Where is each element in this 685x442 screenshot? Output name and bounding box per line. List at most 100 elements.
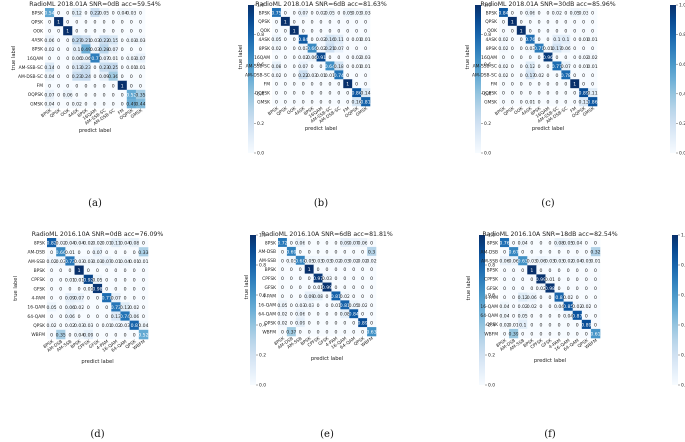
heatmap-cell bbox=[278, 255, 288, 266]
cell-value-label: 0 bbox=[549, 304, 552, 310]
heatmap-cell bbox=[325, 52, 335, 62]
cell-value-label: 0 bbox=[520, 46, 523, 52]
cell-value-label: 0 bbox=[284, 55, 287, 61]
cell-value-label: 0 bbox=[94, 29, 97, 35]
heatmap-cell bbox=[54, 44, 64, 54]
cell-value-label: 0 bbox=[87, 296, 90, 302]
heatmap-cell bbox=[543, 52, 553, 62]
cell-value-label: 0.28 bbox=[99, 47, 109, 53]
cell-value-label: 0 bbox=[114, 250, 117, 256]
heatmap-cell bbox=[331, 300, 341, 310]
cell-value-label: 0.3 bbox=[368, 249, 375, 255]
heatmap-cell bbox=[65, 238, 75, 248]
colorbar-tick-label: 1.0 bbox=[484, 3, 491, 9]
cell-value-label: 0 bbox=[284, 37, 287, 43]
colorbar-tick-label: 0.4 bbox=[257, 91, 264, 97]
x-tick-label: QPSK bbox=[275, 106, 288, 118]
cell-value-label: 0 bbox=[361, 330, 364, 336]
cell-value-label: 0.81 bbox=[331, 294, 341, 300]
heatmap-cell bbox=[102, 311, 112, 321]
heatmap-cell bbox=[129, 293, 140, 303]
cell-value-label: 0 bbox=[361, 285, 364, 291]
heatmap-cell bbox=[516, 16, 527, 27]
cell-value-label: 0.02 bbox=[587, 55, 597, 61]
cell-value-label: 0 bbox=[594, 295, 597, 301]
heatmap-cell bbox=[527, 274, 537, 284]
heatmap-cell bbox=[322, 291, 332, 301]
heatmap-cell bbox=[331, 309, 341, 319]
cell-value-label: 0 bbox=[94, 65, 97, 71]
x-tick-label: GFSK bbox=[88, 339, 101, 351]
heatmap-cell bbox=[65, 283, 75, 294]
y-tick-label: AM-DSB bbox=[27, 250, 45, 256]
heatmap-cell bbox=[554, 328, 564, 339]
cell-value-label: 0.12 bbox=[518, 295, 528, 301]
heatmap-cell bbox=[527, 265, 537, 275]
heatmap-cell bbox=[579, 34, 589, 44]
heatmap-cell bbox=[343, 34, 353, 44]
colorbar-tick-label: 0.8 bbox=[257, 32, 264, 38]
heatmap-cell bbox=[92, 320, 103, 331]
heatmap-cell bbox=[343, 16, 353, 27]
cell-value-label: 0.03 bbox=[579, 10, 589, 16]
cell-value-label: 0 bbox=[585, 250, 588, 256]
cell-value-label: 0.02 bbox=[358, 303, 368, 309]
heatmap-cell bbox=[65, 247, 75, 257]
y-tick-label: FM bbox=[37, 83, 44, 89]
heatmap-cell bbox=[499, 8, 509, 18]
heatmap-cell bbox=[99, 53, 109, 63]
heatmap-cell bbox=[316, 79, 326, 89]
heatmap-cell bbox=[83, 311, 94, 321]
colorbar-tick-label: 0.2 bbox=[257, 121, 264, 127]
heatmap-cell bbox=[99, 89, 109, 100]
cell-value-label: 0 bbox=[320, 100, 323, 106]
heatmap-cell bbox=[81, 89, 91, 100]
heatmap-cell bbox=[126, 44, 137, 54]
heatmap-cell bbox=[81, 80, 91, 91]
heatmap-cell bbox=[534, 61, 544, 71]
cell-value-label: 0 bbox=[355, 46, 358, 52]
heatmap-cell bbox=[298, 25, 308, 36]
cell-value-label: 0 bbox=[75, 92, 78, 98]
cell-value-label: 0.02 bbox=[534, 73, 544, 79]
heatmap-cell bbox=[272, 43, 282, 53]
heatmap-cell bbox=[588, 70, 598, 80]
heatmap-cell bbox=[129, 320, 140, 331]
cell-value-label: 0 bbox=[352, 330, 355, 336]
heatmap-cell bbox=[543, 8, 553, 18]
heatmap-cell bbox=[307, 70, 317, 80]
panel-label: (f) bbox=[544, 429, 556, 440]
cell-value-label: 0 bbox=[364, 73, 367, 79]
heatmap-cell bbox=[316, 88, 326, 98]
heatmap-cell bbox=[349, 309, 359, 319]
heatmap-cell bbox=[343, 61, 353, 71]
cell-value-label: 0 bbox=[529, 55, 532, 61]
heatmap-cell bbox=[499, 25, 509, 36]
heatmap-cell bbox=[561, 61, 571, 71]
cell-value-label: 1 bbox=[530, 268, 533, 274]
heatmap-cell bbox=[138, 238, 149, 248]
cell-value-label: 0 bbox=[57, 11, 60, 17]
heatmap-cell bbox=[536, 283, 546, 293]
heatmap-cell bbox=[289, 97, 300, 107]
cell-value-label: 0 bbox=[512, 277, 515, 283]
heatmap-cell bbox=[334, 79, 344, 89]
colorbar-tick-label: 0.4 bbox=[484, 91, 491, 97]
heatmap-cell bbox=[588, 97, 598, 107]
cell-value-label: 0 bbox=[114, 287, 117, 293]
heatmap-cell bbox=[561, 88, 571, 98]
heatmap-cell bbox=[90, 89, 100, 100]
heatmap-cell bbox=[120, 265, 130, 276]
colorbar-tick-label: 0.8 bbox=[259, 263, 266, 269]
cell-value-label: 0.02 bbox=[366, 258, 376, 264]
heatmap-cell bbox=[588, 79, 598, 89]
heatmap-cell bbox=[543, 25, 553, 36]
heatmap-cell bbox=[534, 16, 544, 27]
heatmap-cell bbox=[534, 34, 544, 44]
cell-value-label: 0 bbox=[293, 37, 296, 43]
cell-value-label: 0.01 bbox=[579, 64, 589, 70]
cell-value-label: 0.07 bbox=[74, 296, 84, 302]
cell-value-label: 0 bbox=[50, 250, 53, 256]
heatmap-cell bbox=[138, 329, 149, 340]
colorbar-tick-label: 0.0 bbox=[257, 151, 264, 157]
